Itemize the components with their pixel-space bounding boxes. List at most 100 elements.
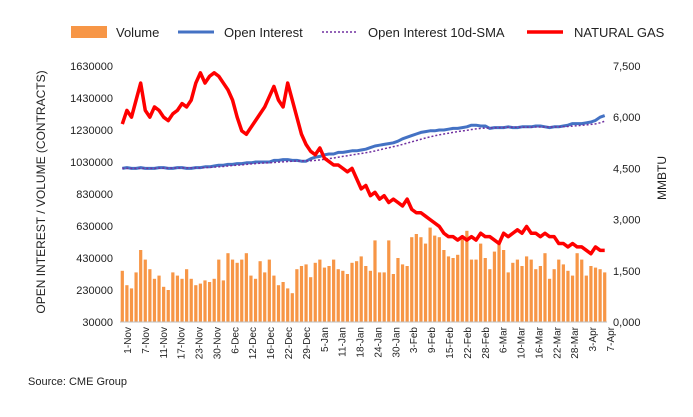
volume-bar: [157, 275, 161, 322]
legend-natural-gas-label: NATURAL GAS: [574, 25, 665, 40]
volume-bar: [313, 262, 317, 322]
volume-bar: [451, 258, 455, 322]
left-tick-label: 1630000: [70, 61, 113, 73]
volume-bar: [166, 290, 170, 322]
volume-bar: [203, 280, 207, 322]
volume-bar: [410, 237, 414, 322]
volume-bar: [598, 269, 602, 322]
legend: Volume Open Interest Open Interest 10d-S…: [71, 25, 665, 40]
volume-bar: [175, 275, 180, 322]
volume-bar: [400, 264, 405, 322]
volume-bar: [460, 238, 464, 322]
legend-volume-swatch: [71, 26, 107, 38]
left-tick-label: 630000: [76, 221, 113, 233]
series-lines: [120, 71, 606, 256]
volume-bar: [281, 282, 285, 322]
volume-bar: [557, 259, 561, 322]
x-tick-label: 11-Jan: [338, 327, 349, 357]
x-tick-label: 12-Dec: [248, 327, 259, 359]
left-tick-label: 30000: [82, 317, 113, 329]
volume-bar: [419, 237, 423, 322]
x-tick-label: 28-Mar: [570, 326, 581, 358]
x-tick-label: 1-Nov: [123, 327, 134, 354]
volume-bar: [286, 288, 290, 322]
x-tick-label: 15-Feb: [445, 327, 456, 359]
left-tick-label: 1430000: [70, 93, 113, 105]
volume-bar: [162, 286, 166, 322]
volume-bar: [309, 277, 313, 322]
volume-bar: [327, 266, 331, 322]
volume-bar: [593, 267, 598, 322]
x-tick-label: 17-Nov: [177, 327, 188, 359]
x-tick-label: 7-Nov: [141, 327, 152, 354]
volume-bar: [336, 269, 340, 322]
volume-bar: [189, 278, 193, 322]
volume-bar: [299, 266, 304, 322]
volume-bar: [180, 278, 184, 322]
volume-bar: [272, 275, 276, 322]
legend-open-interest-label: Open Interest: [224, 25, 303, 40]
volume-bar: [387, 240, 391, 322]
volume-bar: [377, 272, 382, 322]
volume-bar: [276, 285, 281, 322]
volume-bar: [194, 285, 198, 322]
volume-bar: [148, 269, 152, 322]
volume-bar: [332, 259, 336, 322]
volume-bar: [171, 272, 175, 322]
open-interest-line: [122, 114, 606, 170]
volume-bar: [589, 266, 593, 322]
right-tick-label: 3,000: [613, 215, 641, 227]
left-tick-label: 1230000: [70, 125, 113, 137]
volume-bar: [382, 272, 386, 322]
legend-sma-label: Open Interest 10d-SMA: [368, 25, 505, 40]
x-tick-label: 3-Apr: [588, 326, 599, 351]
x-tick-label: 22-Feb: [463, 327, 474, 359]
x-tick-label: 23-Nov: [195, 327, 206, 359]
volume-bar: [520, 266, 524, 322]
volume-bar: [304, 264, 308, 322]
volume-bar: [570, 275, 575, 322]
volume-bar: [584, 275, 588, 322]
volume-bar: [350, 262, 354, 322]
volume-bar: [359, 256, 363, 322]
x-tick-label: 30-Jan: [391, 327, 402, 358]
volume-bar: [534, 269, 538, 322]
left-tick-label: 430000: [76, 253, 113, 265]
volume-bar: [152, 278, 157, 322]
volume-bar: [488, 269, 492, 322]
volume-bar: [373, 240, 377, 322]
left-axis-title: OPEN INTEREST / VOLUME (CONTRACTS): [34, 70, 48, 313]
x-tick-label: 29-Dec: [302, 327, 313, 359]
volume-bar: [120, 270, 124, 322]
right-tick-label: 1,500: [613, 266, 641, 278]
x-tick-label: 22-Dec: [284, 327, 295, 359]
x-tick-label: 9-Feb: [427, 327, 438, 354]
volume-bar: [391, 274, 395, 322]
volume-bar: [446, 256, 451, 322]
x-tick-label: 6-Dec: [230, 327, 241, 354]
volume-bar: [267, 259, 271, 322]
volume-bar: [497, 243, 501, 322]
volume-bar: [368, 270, 372, 322]
volume-bar: [456, 254, 460, 322]
x-tick-label: 7-Apr: [606, 326, 617, 351]
volume-bar: [506, 272, 510, 322]
x-tick-label: 6-Mar: [499, 326, 510, 353]
volume-bar: [552, 269, 556, 322]
right-tick-label: 7,500: [613, 61, 641, 73]
volume-bar: [474, 259, 478, 322]
volume-bar: [428, 227, 432, 322]
volume-bar: [405, 266, 409, 322]
volume-bar: [221, 280, 225, 322]
source-note: Source: CME Group: [28, 376, 128, 388]
volume-bar: [295, 269, 299, 322]
volume-bar: [139, 250, 143, 322]
volume-bar: [511, 262, 515, 322]
volume-bar: [566, 270, 570, 322]
volume-bar: [483, 258, 487, 322]
volume-bar: [603, 272, 607, 322]
volume-bar: [263, 272, 267, 322]
volume-bar: [433, 235, 437, 322]
volume-bar: [355, 261, 359, 322]
